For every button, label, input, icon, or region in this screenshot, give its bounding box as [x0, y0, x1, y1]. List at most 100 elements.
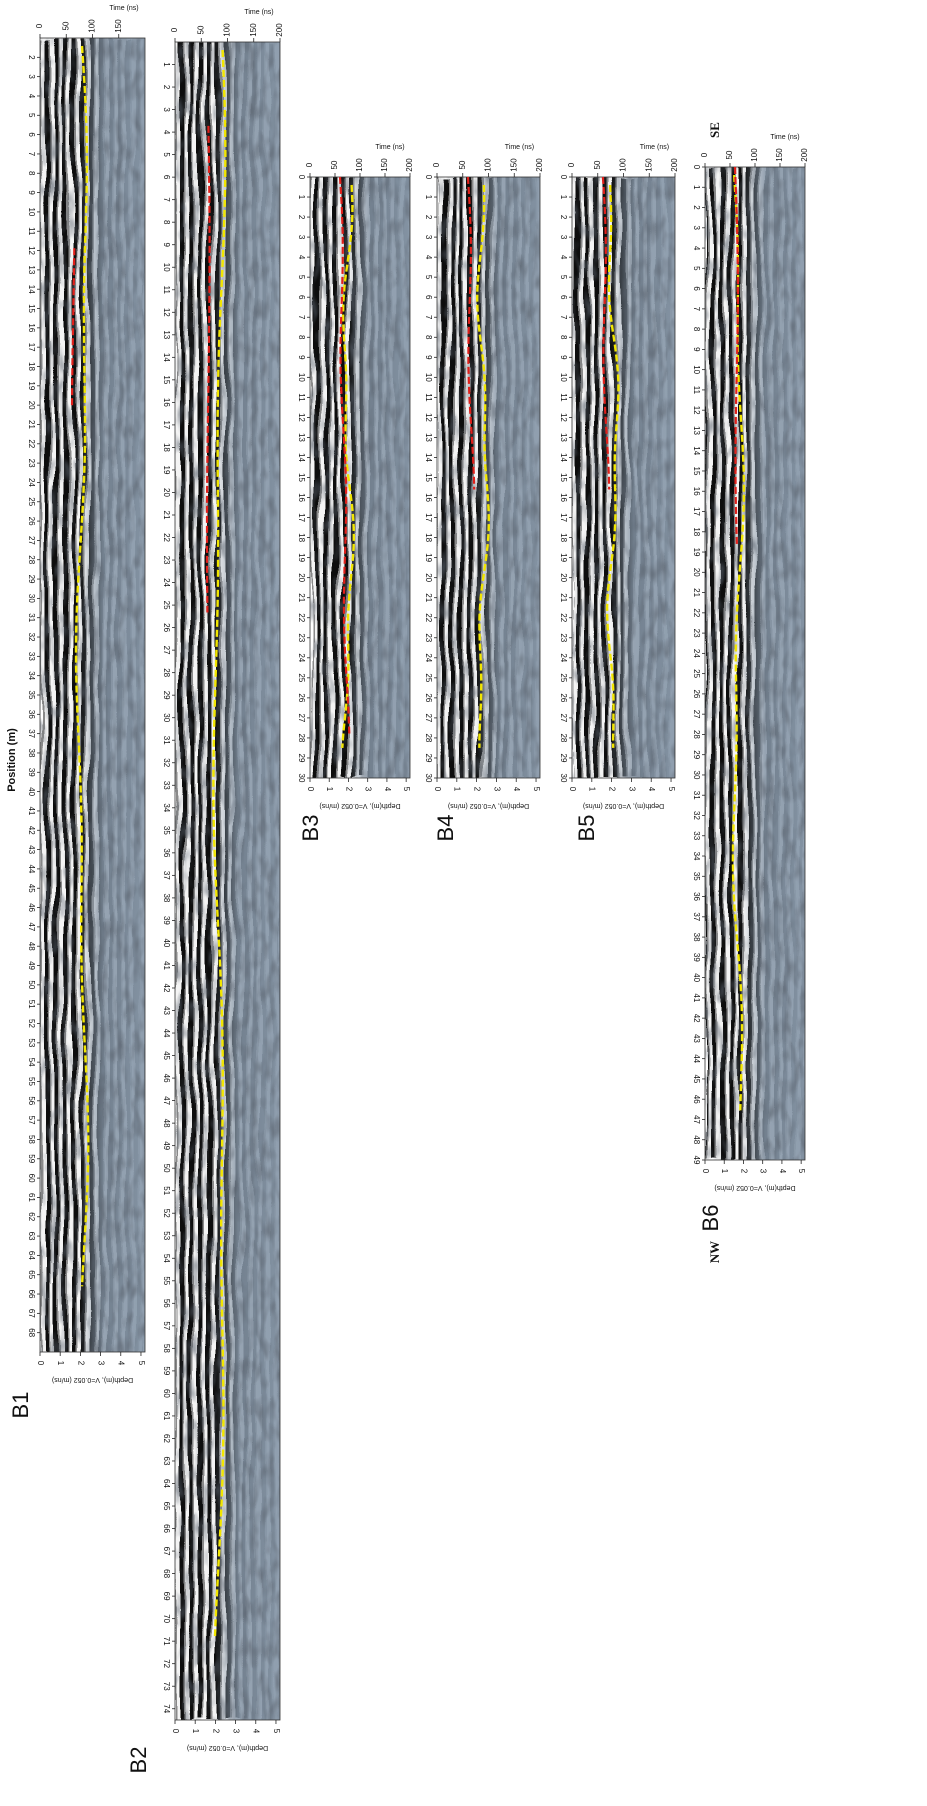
position-tick-label: 28 [692, 730, 701, 739]
position-tick-label: 7 [27, 152, 36, 157]
position-tick-label: 27 [559, 713, 568, 722]
position-tick-label: 40 [27, 787, 36, 796]
position-tick-label: 18 [297, 533, 306, 542]
position-tick-label: 41 [692, 993, 701, 1002]
position-tick-label: 29 [162, 691, 171, 700]
position-tick-label: 17 [692, 507, 701, 516]
depth-tick-label: 5 [137, 1361, 146, 1366]
position-tick-label: 9 [424, 355, 433, 360]
depth-tick-label: 4 [778, 1169, 787, 1174]
time-tick-label: 50 [593, 160, 602, 169]
position-tick-label: 27 [27, 536, 36, 545]
position-tick-label: 20 [162, 488, 171, 497]
position-tick-label: 53 [27, 1038, 36, 1047]
position-tick-label: 9 [162, 242, 171, 247]
depth-tick-label: 4 [647, 787, 656, 792]
position-tick-label: 29 [692, 750, 701, 759]
position-tick-label: 4 [559, 255, 568, 260]
position-tick-label: 61 [162, 1411, 171, 1420]
position-tick-label: 1 [162, 62, 171, 67]
position-tick-label: 22 [162, 533, 171, 542]
position-tick-label: 6 [559, 295, 568, 300]
position-tick-label: 36 [27, 710, 36, 719]
position-tick-label: 16 [162, 398, 171, 407]
depth-tick-label: 2 [473, 787, 482, 792]
position-tick-label: 26 [297, 693, 306, 702]
position-tick-label: 43 [692, 1034, 701, 1043]
position-tick-label: 8 [559, 335, 568, 340]
position-tick-label: 61 [27, 1193, 36, 1202]
position-tick-label: 21 [559, 593, 568, 602]
position-tick-label: 20 [559, 573, 568, 582]
position-tick-label: 0 [297, 175, 306, 180]
position-tick-label: 29 [297, 754, 306, 763]
position-tick-label: 9 [692, 347, 701, 352]
position-tick-label: 11 [162, 286, 171, 295]
position-tick-label: 71 [162, 1637, 171, 1646]
position-tick-label: 48 [692, 1135, 701, 1144]
time-tick-label: 50 [458, 160, 467, 169]
position-tick-label: 3 [424, 235, 433, 240]
position-tick-label: 6 [297, 295, 306, 300]
time-tick-label: 150 [644, 158, 653, 172]
position-tick-label: 37 [27, 729, 36, 738]
position-tick-label: 35 [27, 691, 36, 700]
position-tick-label: 8 [297, 335, 306, 340]
position-tick-label: 73 [162, 1682, 171, 1691]
position-tick-label: 60 [27, 1174, 36, 1183]
position-tick-label: 68 [162, 1569, 171, 1578]
position-tick-label: 48 [27, 942, 36, 951]
position-tick-label: 22 [424, 613, 433, 622]
position-tick-label: 55 [27, 1077, 36, 1086]
position-tick-label: 62 [162, 1434, 171, 1443]
position-tick-label: 64 [162, 1479, 171, 1488]
position-tick-label: 30 [692, 771, 701, 780]
panel-label: B5 [574, 815, 599, 842]
time-tick-label: 100 [88, 19, 97, 33]
position-tick-label: 45 [692, 1074, 701, 1083]
position-tick-label: 8 [424, 335, 433, 340]
position-tick-label: 23 [297, 633, 306, 642]
time-tick-label: 100 [619, 158, 628, 172]
position-tick-label: 12 [559, 413, 568, 422]
position-tick-label: 14 [297, 453, 306, 462]
position-tick-label: 15 [559, 473, 568, 482]
position-tick-label: 7 [162, 197, 171, 202]
position-tick-label: 35 [162, 826, 171, 835]
position-tick-label: 46 [162, 1074, 171, 1083]
position-tick-label: 10 [692, 365, 701, 374]
position-tick-label: 4 [424, 255, 433, 260]
time-tick-label: 0 [305, 162, 314, 167]
position-tick-label: 8 [27, 171, 36, 176]
time-tick-label: 200 [535, 158, 544, 172]
position-tick-label: 54 [162, 1254, 171, 1263]
position-tick-label: 41 [27, 806, 36, 815]
position-tick-label: 21 [162, 511, 171, 520]
position-tick-label: 66 [162, 1524, 171, 1533]
position-tick-label: 30 [297, 774, 306, 783]
position-tick-label: 43 [162, 1006, 171, 1015]
position-tick-label: 12 [27, 246, 36, 255]
position-tick-label: 28 [559, 733, 568, 742]
time-tick-label: 200 [800, 148, 809, 162]
depth-axis-title: Depth(m), V=0.052 (m/ns) [714, 1184, 795, 1191]
position-tick-label: 57 [162, 1321, 171, 1330]
position-tick-label: 18 [424, 533, 433, 542]
position-tick-label: 6 [692, 286, 701, 291]
position-tick-label: 9 [559, 355, 568, 360]
position-tick-label: 5 [692, 266, 701, 271]
position-tick-label: 3 [692, 226, 701, 231]
position-tick-label: 26 [692, 689, 701, 698]
position-tick-label: 14 [424, 453, 433, 462]
position-tick-label: 25 [559, 673, 568, 682]
position-tick-label: 20 [424, 573, 433, 582]
position-tick-label: 10 [424, 373, 433, 382]
position-tick-label: 11 [297, 393, 306, 402]
orientation-end: NW [707, 1241, 722, 1263]
position-tick-label: 38 [692, 933, 701, 942]
depth-tick-label: 3 [627, 787, 636, 792]
position-tick-label: 17 [424, 513, 433, 522]
position-tick-label: 31 [162, 736, 171, 745]
time-tick-label: 0 [567, 162, 576, 167]
